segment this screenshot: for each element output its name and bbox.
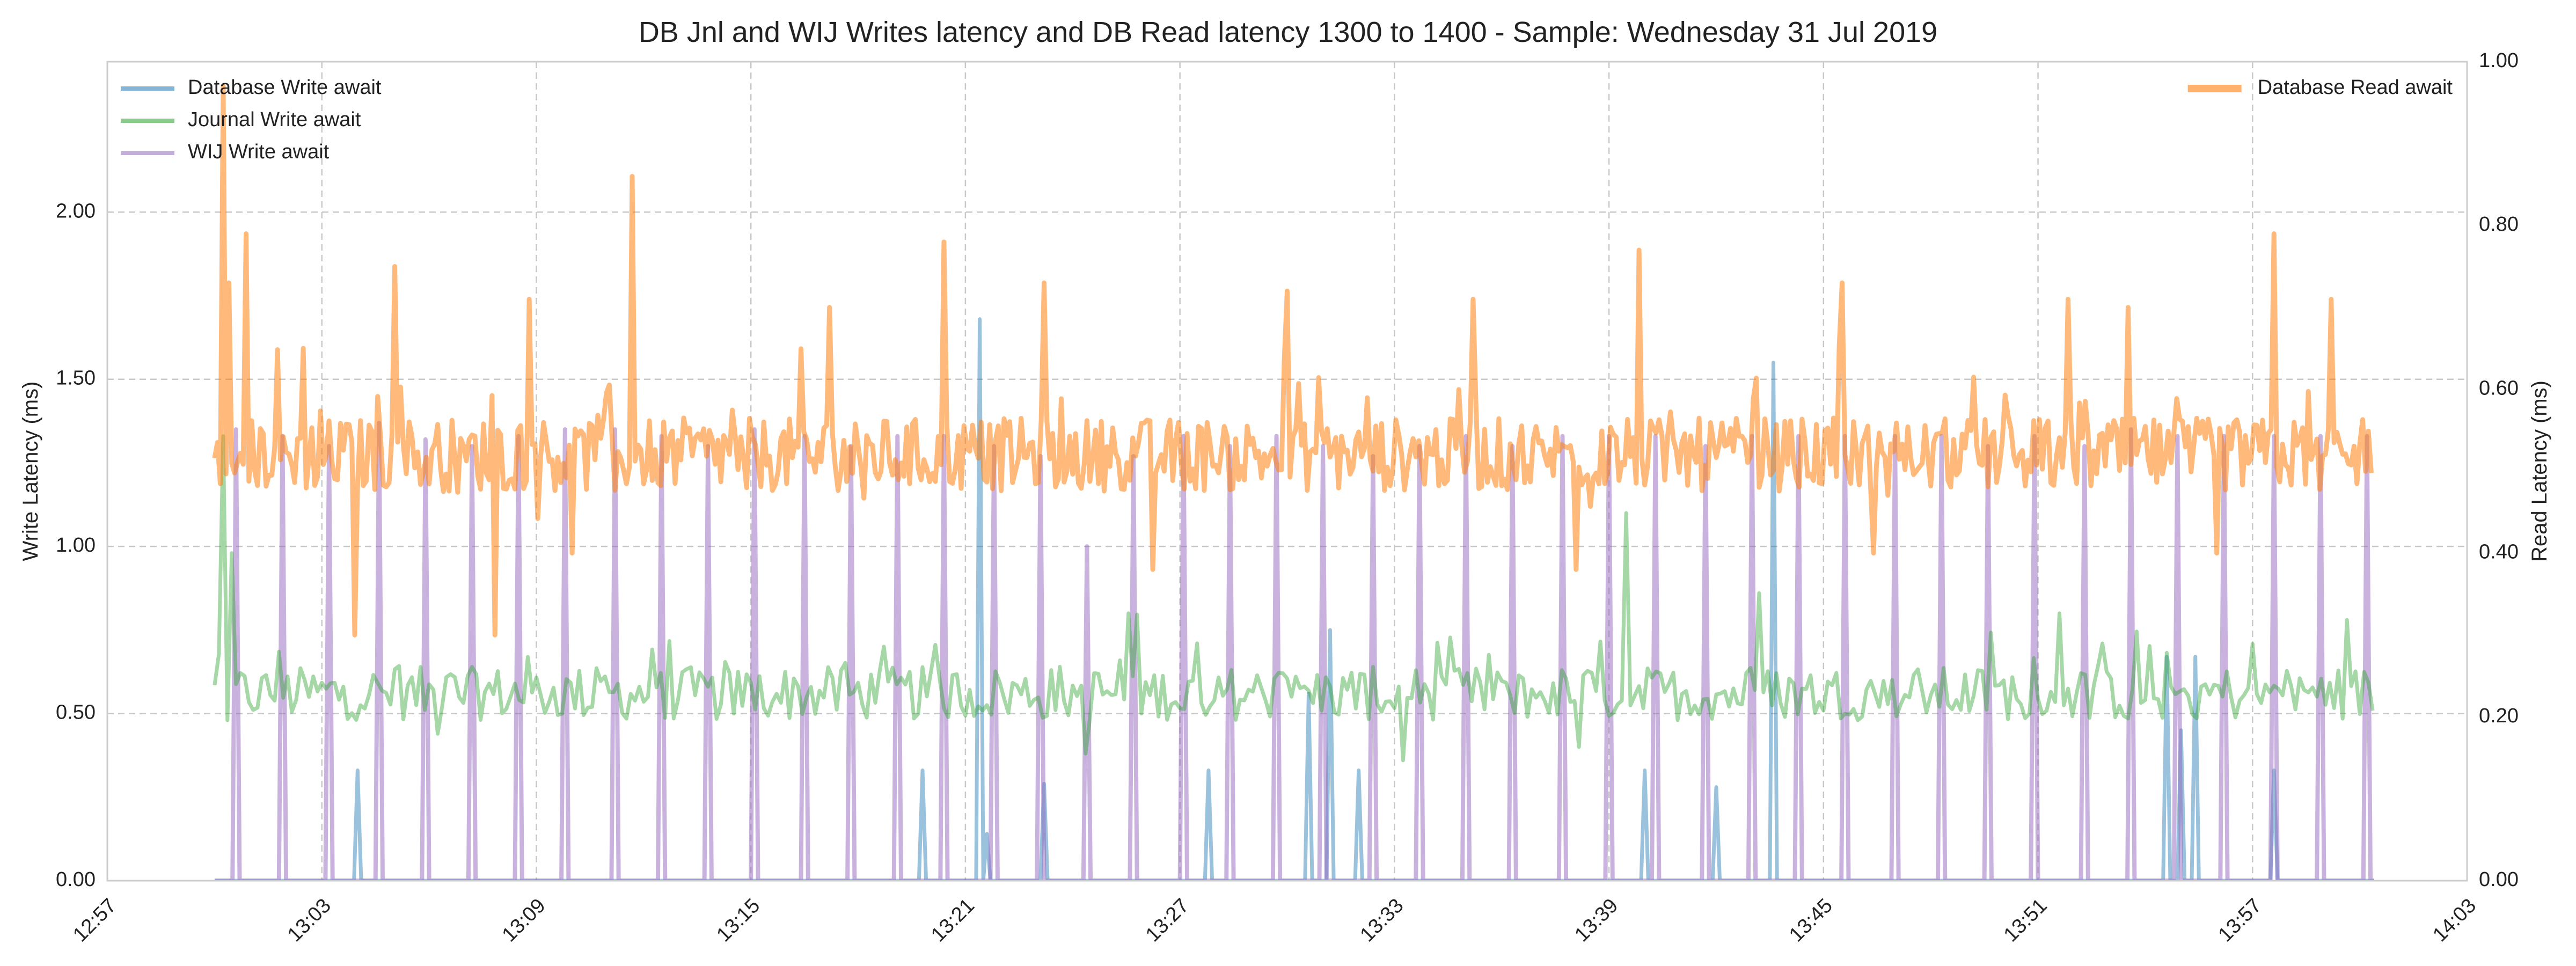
y-axis-left: 0.00 0.50 1.00 1.50 2.00: [56, 200, 96, 891]
legend-item: Journal Write await: [121, 108, 361, 131]
chart-title: DB Jnl and WIJ Writes latency and DB Rea…: [639, 16, 1937, 48]
y-left-tick-label: 1.50: [56, 367, 96, 390]
series-line-wij-write-await: [214, 420, 2374, 881]
y-right-tick-label: 0.60: [2479, 377, 2519, 399]
y-right-tick-label: 0.00: [2479, 868, 2519, 891]
y-axis-right-label: Read Latency (ms): [2528, 380, 2551, 562]
series-line-journal-write-await: [213, 434, 2375, 763]
legend-right: Database Read await: [2187, 76, 2453, 99]
y-left-tick-label: 1.00: [56, 534, 96, 557]
legend-item: WIJ Write await: [121, 141, 330, 163]
legend-item: Database Write await: [121, 76, 382, 99]
y-right-tick-label: 0.20: [2479, 705, 2519, 727]
y-left-tick-label: 2.00: [56, 200, 96, 222]
y-right-tick-label: 0.40: [2479, 541, 2519, 564]
plot-area: [212, 84, 2375, 881]
legend-label: Database Write await: [188, 76, 382, 99]
series-line-database-read-await: [212, 84, 2374, 638]
y-left-tick-label: 0.50: [56, 701, 96, 724]
y-right-tick-label: 0.80: [2479, 213, 2519, 236]
legend-item: Database Read await: [2187, 76, 2453, 99]
plot-frame: [106, 61, 2468, 882]
legend-left: Database Write await Journal Write await W…: [121, 76, 382, 163]
y-right-tick-label: 1.00: [2479, 49, 2519, 72]
legend-label: WIJ Write await: [188, 141, 330, 163]
legend-label: Journal Write await: [188, 108, 361, 131]
y-left-tick-label: 0.00: [56, 868, 96, 891]
legend-label: Database Read await: [2258, 76, 2453, 99]
y-axis-right: 0.00 0.20 0.40 0.60 0.80 1.00: [2479, 49, 2519, 891]
y-axis-left-label: Write Latency (ms): [19, 382, 42, 561]
